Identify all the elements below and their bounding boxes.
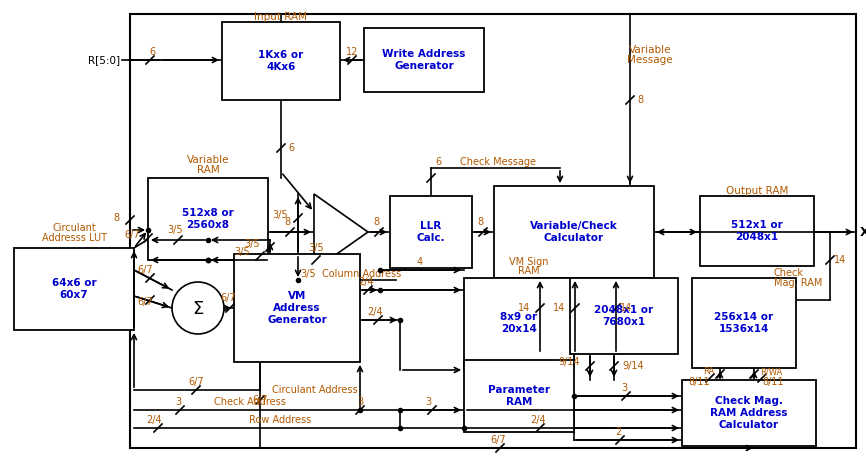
Text: Circulant: Circulant [52,223,96,233]
Text: 2/4: 2/4 [530,415,546,425]
FancyBboxPatch shape [570,278,678,354]
Text: 6/7: 6/7 [252,395,268,405]
Text: Variable: Variable [187,155,229,165]
Text: 3: 3 [425,397,431,407]
Text: 8/11: 8/11 [762,377,784,387]
Text: Column Address: Column Address [322,269,401,279]
FancyBboxPatch shape [464,360,574,432]
Text: 8: 8 [113,213,120,223]
Text: $\Sigma$: $\Sigma$ [192,300,204,318]
Text: 3/5: 3/5 [167,225,183,235]
Text: 14: 14 [620,303,632,313]
Text: 9/14: 9/14 [622,361,643,371]
Text: 3/5: 3/5 [308,243,324,253]
Text: 3: 3 [621,383,627,393]
Text: 8: 8 [477,217,483,227]
Text: 6/7: 6/7 [220,293,236,303]
Text: R[5:0]: R[5:0] [87,55,120,65]
Text: 6: 6 [149,47,155,57]
Text: 3: 3 [175,397,181,407]
Text: Message: Message [627,55,673,65]
Text: 3/5: 3/5 [273,210,288,220]
Text: 2: 2 [615,427,621,437]
Text: RA: RA [702,367,714,377]
Text: 6/7: 6/7 [490,435,506,445]
Text: 8: 8 [637,95,643,105]
Text: Input RAM: Input RAM [255,12,307,22]
Text: 3: 3 [357,397,363,407]
Text: RAM: RAM [197,165,219,175]
FancyBboxPatch shape [464,278,574,368]
Text: 14: 14 [518,303,530,313]
Text: 512x8 or
2560x8: 512x8 or 2560x8 [182,208,234,230]
Text: 4: 4 [417,257,423,267]
FancyBboxPatch shape [148,178,268,260]
Text: Check: Check [774,268,804,278]
Text: 8/11: 8/11 [688,377,710,387]
Text: Output RAM: Output RAM [726,186,788,196]
Text: Mag. RAM: Mag. RAM [774,278,823,288]
Text: 14: 14 [553,303,565,313]
Text: VM Sign: VM Sign [509,257,549,267]
Text: 8: 8 [284,217,290,227]
Text: R/WA: R/WA [760,367,782,377]
Text: 2/4: 2/4 [146,415,162,425]
FancyBboxPatch shape [14,248,134,330]
Text: Write Address
Generator: Write Address Generator [382,49,466,71]
Text: 512x1 or
2048x1: 512x1 or 2048x1 [731,220,783,242]
Text: 6/7: 6/7 [125,230,140,240]
Text: 8x9 or
20x14: 8x9 or 20x14 [501,312,538,334]
Text: 6/7: 6/7 [137,265,152,275]
Text: Check Mag.
RAM Address
Calculator: Check Mag. RAM Address Calculator [710,396,788,430]
Text: Variable/Check
Calculator: Variable/Check Calculator [530,221,617,243]
Text: Variable: Variable [629,45,671,55]
Text: 6: 6 [288,143,294,153]
Text: 256x14 or
1536x14: 256x14 or 1536x14 [714,312,773,334]
Text: 6/7: 6/7 [188,377,204,387]
Text: XD: XD [860,225,866,238]
Text: 14: 14 [834,255,846,265]
Text: Check Address: Check Address [214,397,286,407]
Text: Circulant Address: Circulant Address [272,385,358,395]
FancyBboxPatch shape [222,22,340,100]
Text: Parameter
RAM: Parameter RAM [488,385,550,407]
Text: VM
Address
Generator: VM Address Generator [267,292,326,325]
Text: 3/5: 3/5 [244,239,260,249]
FancyBboxPatch shape [390,196,472,268]
Text: 12: 12 [346,47,359,57]
Text: Check Message: Check Message [460,157,536,167]
FancyBboxPatch shape [700,196,814,266]
Text: 2/4: 2/4 [359,277,374,287]
Polygon shape [314,194,368,270]
Text: LLR
Calc.: LLR Calc. [417,221,445,243]
Text: RAM: RAM [518,266,540,276]
Text: 6/7: 6/7 [137,297,152,307]
FancyBboxPatch shape [692,278,796,368]
FancyBboxPatch shape [364,28,484,92]
Text: 64x6 or
60x7: 64x6 or 60x7 [52,278,96,300]
Text: 3/5: 3/5 [235,247,250,257]
Text: 3/5: 3/5 [301,269,316,279]
Text: 9/14: 9/14 [559,357,580,367]
Text: 8: 8 [373,217,379,227]
FancyBboxPatch shape [234,254,360,362]
Text: 6: 6 [435,157,441,167]
Text: 2/4: 2/4 [367,307,383,317]
Text: 1Kx6 or
4Kx6: 1Kx6 or 4Kx6 [258,50,304,72]
FancyBboxPatch shape [682,380,816,446]
Text: Addresss LUT: Addresss LUT [42,233,107,243]
Text: Row Address: Row Address [249,415,311,425]
FancyBboxPatch shape [494,186,654,278]
Text: 2048x1 or
7680x1: 2048x1 or 7680x1 [594,305,654,327]
